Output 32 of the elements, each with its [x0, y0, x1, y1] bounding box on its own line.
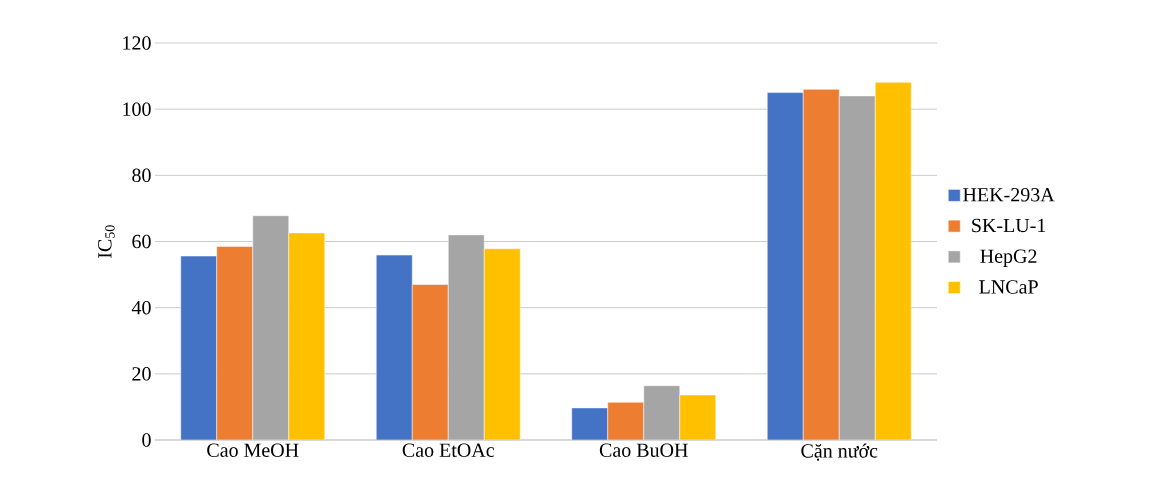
bar — [643, 385, 680, 440]
bar — [252, 215, 289, 440]
x-tick-label: Cao MeOH — [207, 443, 299, 457]
bar — [448, 234, 485, 440]
y-tick-label: 20 — [132, 367, 151, 381]
legend-label: HepG2 — [980, 249, 1037, 267]
y-tick-label: 100 — [123, 102, 151, 116]
legend-label: HEK-293A — [963, 188, 1055, 202]
legend-label: LNCaP — [979, 280, 1038, 294]
legend-label: SK-LU-1 — [972, 218, 1046, 233]
bar — [216, 246, 253, 440]
y-axis-title: IC$_{50}$ — [98, 225, 115, 259]
x-tick-label: Cao EtOAc — [402, 443, 494, 457]
y-tick-label: 120 — [123, 36, 151, 50]
bar — [571, 407, 608, 440]
bar — [288, 232, 325, 440]
y-tick-label: 0 — [142, 433, 151, 447]
x-tick-label: Cặn nước — [801, 443, 878, 461]
y-tick-label: 40 — [131, 300, 151, 315]
bar — [679, 395, 716, 440]
y-tick-label: 60 — [132, 234, 151, 249]
bar — [607, 402, 644, 440]
bar — [412, 284, 449, 440]
bar — [484, 248, 521, 440]
bar — [839, 95, 876, 440]
x-tick-label: Cao BuOH — [599, 443, 688, 457]
bar — [767, 92, 804, 440]
bar — [376, 254, 413, 440]
bar — [875, 82, 912, 440]
y-tick-label: 80 — [132, 168, 151, 183]
bar — [803, 89, 840, 440]
bar — [180, 255, 217, 440]
